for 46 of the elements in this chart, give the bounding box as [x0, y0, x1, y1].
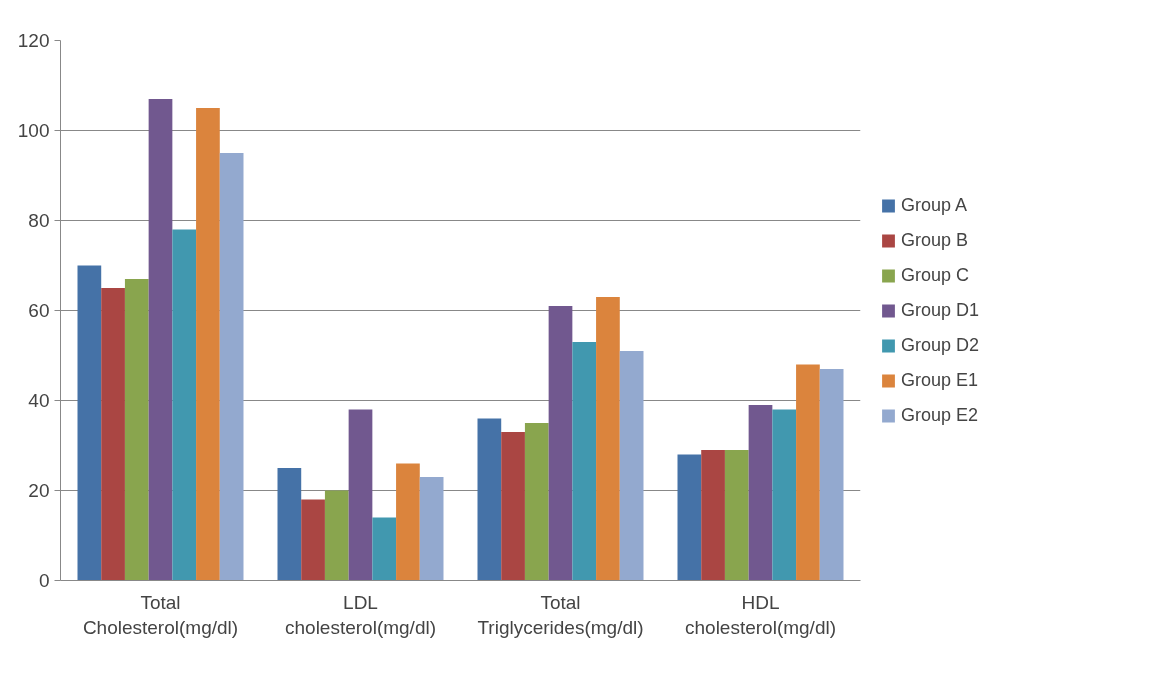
bar — [524, 423, 549, 581]
legend-label: Group E2 — [901, 404, 979, 426]
x-tick-label: Total Cholesterol(mg/dl) — [82, 591, 239, 638]
bar — [596, 297, 620, 581]
y-tick-label: 120 — [17, 30, 50, 51]
y-tick-label: 100 — [17, 120, 50, 141]
bar — [172, 229, 197, 581]
x-tick-label: LDL cholesterol(mg/dl) — [285, 591, 436, 638]
y-tick-label: 60 — [28, 300, 50, 321]
bar — [396, 463, 420, 581]
bar — [677, 454, 702, 581]
bar — [196, 108, 220, 581]
bar — [324, 490, 349, 581]
y-tick-label: 40 — [28, 390, 50, 411]
bar — [419, 477, 444, 581]
bar — [348, 409, 373, 581]
bar — [477, 418, 502, 581]
legend-label: Group E1 — [901, 369, 979, 391]
bar — [796, 364, 820, 581]
bar — [77, 265, 102, 581]
bar — [548, 306, 573, 581]
y-tick-label: 20 — [28, 480, 50, 501]
bar — [619, 351, 644, 581]
legend-label: Group D1 — [901, 299, 980, 321]
bar — [572, 342, 597, 581]
bar — [724, 450, 749, 581]
y-tick-label: 80 — [28, 210, 50, 231]
bar — [101, 288, 125, 581]
bar — [701, 450, 725, 581]
bar — [124, 279, 149, 581]
legend-label: Group A — [901, 194, 968, 216]
legend-label: Group D2 — [901, 334, 980, 356]
x-tick-label: Total Triglycerides(mg/dl) — [477, 591, 644, 638]
bar — [148, 99, 173, 581]
bar — [819, 369, 844, 581]
legend-label: Group B — [901, 229, 969, 251]
x-tick-label: HDL cholesterol(mg/dl) — [685, 591, 836, 638]
bar — [772, 409, 797, 581]
y-tick-label: 0 — [38, 570, 50, 591]
bar — [748, 405, 773, 581]
bar — [277, 468, 302, 581]
legend-label: Group C — [901, 264, 970, 286]
bar — [301, 499, 325, 581]
bar — [372, 517, 397, 581]
bar — [501, 432, 525, 581]
bar — [219, 153, 244, 581]
